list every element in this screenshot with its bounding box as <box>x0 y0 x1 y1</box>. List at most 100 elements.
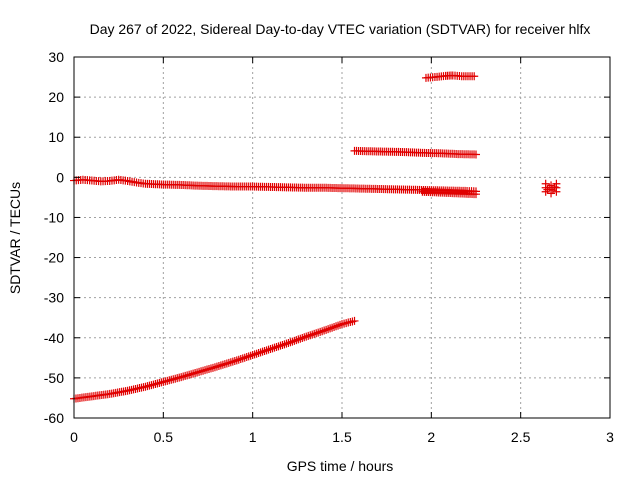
data-point <box>314 328 323 337</box>
y-tick-label: -50 <box>44 370 64 386</box>
data-point <box>234 355 243 364</box>
data-point <box>304 331 313 340</box>
data-point <box>266 345 275 354</box>
data-point <box>240 353 249 362</box>
data-point <box>472 150 480 159</box>
x-tick-label: 3 <box>606 429 614 445</box>
y-axis-title: SDTVAR / TECUs <box>7 182 23 294</box>
data-point <box>326 324 335 333</box>
x-tick-label: 0 <box>70 429 78 445</box>
data-point <box>324 325 333 334</box>
y-tick-labels: 30 20 10 0 -10 -20 -30 -40 -50 -60 <box>44 49 64 426</box>
data-point <box>472 190 480 199</box>
data-point <box>270 343 279 352</box>
data-point <box>334 321 343 330</box>
data-point <box>296 334 305 343</box>
series-track-short-2.65 <box>541 179 561 198</box>
data-point <box>260 347 269 356</box>
data-point <box>288 337 297 346</box>
data-point <box>328 323 337 332</box>
x-tick-label: 2.5 <box>511 429 531 445</box>
data-points-layer <box>70 71 561 403</box>
data-point <box>318 327 327 336</box>
series-track-near-zero <box>70 175 480 196</box>
y-tick-label: 20 <box>48 89 64 105</box>
y-tick-label: 0 <box>56 169 64 185</box>
data-point <box>218 360 227 369</box>
data-point <box>300 333 309 342</box>
data-point <box>238 354 247 363</box>
x-tick-label: 1 <box>249 429 257 445</box>
data-point <box>290 336 299 345</box>
chart-title: Day 267 of 2022, Sidereal Day-to-day VTE… <box>90 21 591 37</box>
data-point <box>220 360 229 369</box>
data-point <box>282 339 291 348</box>
data-point <box>280 340 289 349</box>
x-tick-labels: 0 0.5 1 1.5 2 2.5 3 <box>70 429 614 445</box>
series-track-positive-6 <box>350 146 480 159</box>
y-tick-label: -40 <box>44 330 64 346</box>
data-point <box>272 343 281 352</box>
data-point <box>224 358 233 367</box>
data-point <box>242 353 251 362</box>
data-point <box>308 330 317 339</box>
data-point <box>232 356 241 365</box>
x-tick-label: 2 <box>427 429 435 445</box>
data-point <box>274 342 283 351</box>
data-point <box>258 347 267 356</box>
data-point <box>306 331 315 340</box>
data-point <box>228 357 237 366</box>
data-point <box>302 332 311 341</box>
data-point <box>268 344 277 353</box>
data-point <box>286 338 295 347</box>
series-track-rising <box>70 316 359 403</box>
data-point <box>316 327 325 336</box>
y-tick-label: -20 <box>44 250 64 266</box>
y-tick-label: -30 <box>44 290 64 306</box>
data-point <box>470 72 479 81</box>
data-point <box>284 338 293 347</box>
data-point <box>298 334 307 343</box>
data-point <box>246 351 255 360</box>
data-point <box>312 329 321 338</box>
data-point <box>552 187 561 196</box>
data-point <box>278 340 287 349</box>
y-tick-label: 10 <box>48 129 64 145</box>
data-point <box>310 329 319 338</box>
y-tick-label: 30 <box>48 49 64 65</box>
data-point <box>320 326 329 335</box>
grid-layer <box>74 57 610 418</box>
data-point <box>332 322 341 331</box>
data-point <box>322 325 331 334</box>
data-point <box>248 351 257 360</box>
data-point <box>250 350 259 359</box>
x-tick-label: 0.5 <box>154 429 174 445</box>
data-point <box>214 362 223 371</box>
data-point <box>216 361 225 370</box>
data-point <box>264 345 273 354</box>
data-point <box>252 349 261 358</box>
x-axis-title: GPS time / hours <box>287 458 394 474</box>
data-point <box>330 322 339 331</box>
data-point <box>230 357 239 366</box>
data-point <box>236 355 245 364</box>
data-point <box>294 335 303 344</box>
data-point <box>244 352 253 361</box>
data-point <box>262 346 271 355</box>
series-track-lower-tail <box>418 187 480 199</box>
ticks-layer <box>73 56 611 419</box>
x-tick-label: 1.5 <box>332 429 352 445</box>
data-point <box>254 349 263 358</box>
data-point <box>336 320 345 329</box>
data-point <box>226 358 235 367</box>
series-track-positive-25 <box>421 71 479 82</box>
y-tick-label: -10 <box>44 209 64 225</box>
y-tick-label: -60 <box>44 410 64 426</box>
data-point <box>350 316 359 325</box>
data-point <box>212 362 221 371</box>
data-point <box>256 348 265 357</box>
data-point <box>222 359 231 368</box>
data-point <box>292 336 301 345</box>
